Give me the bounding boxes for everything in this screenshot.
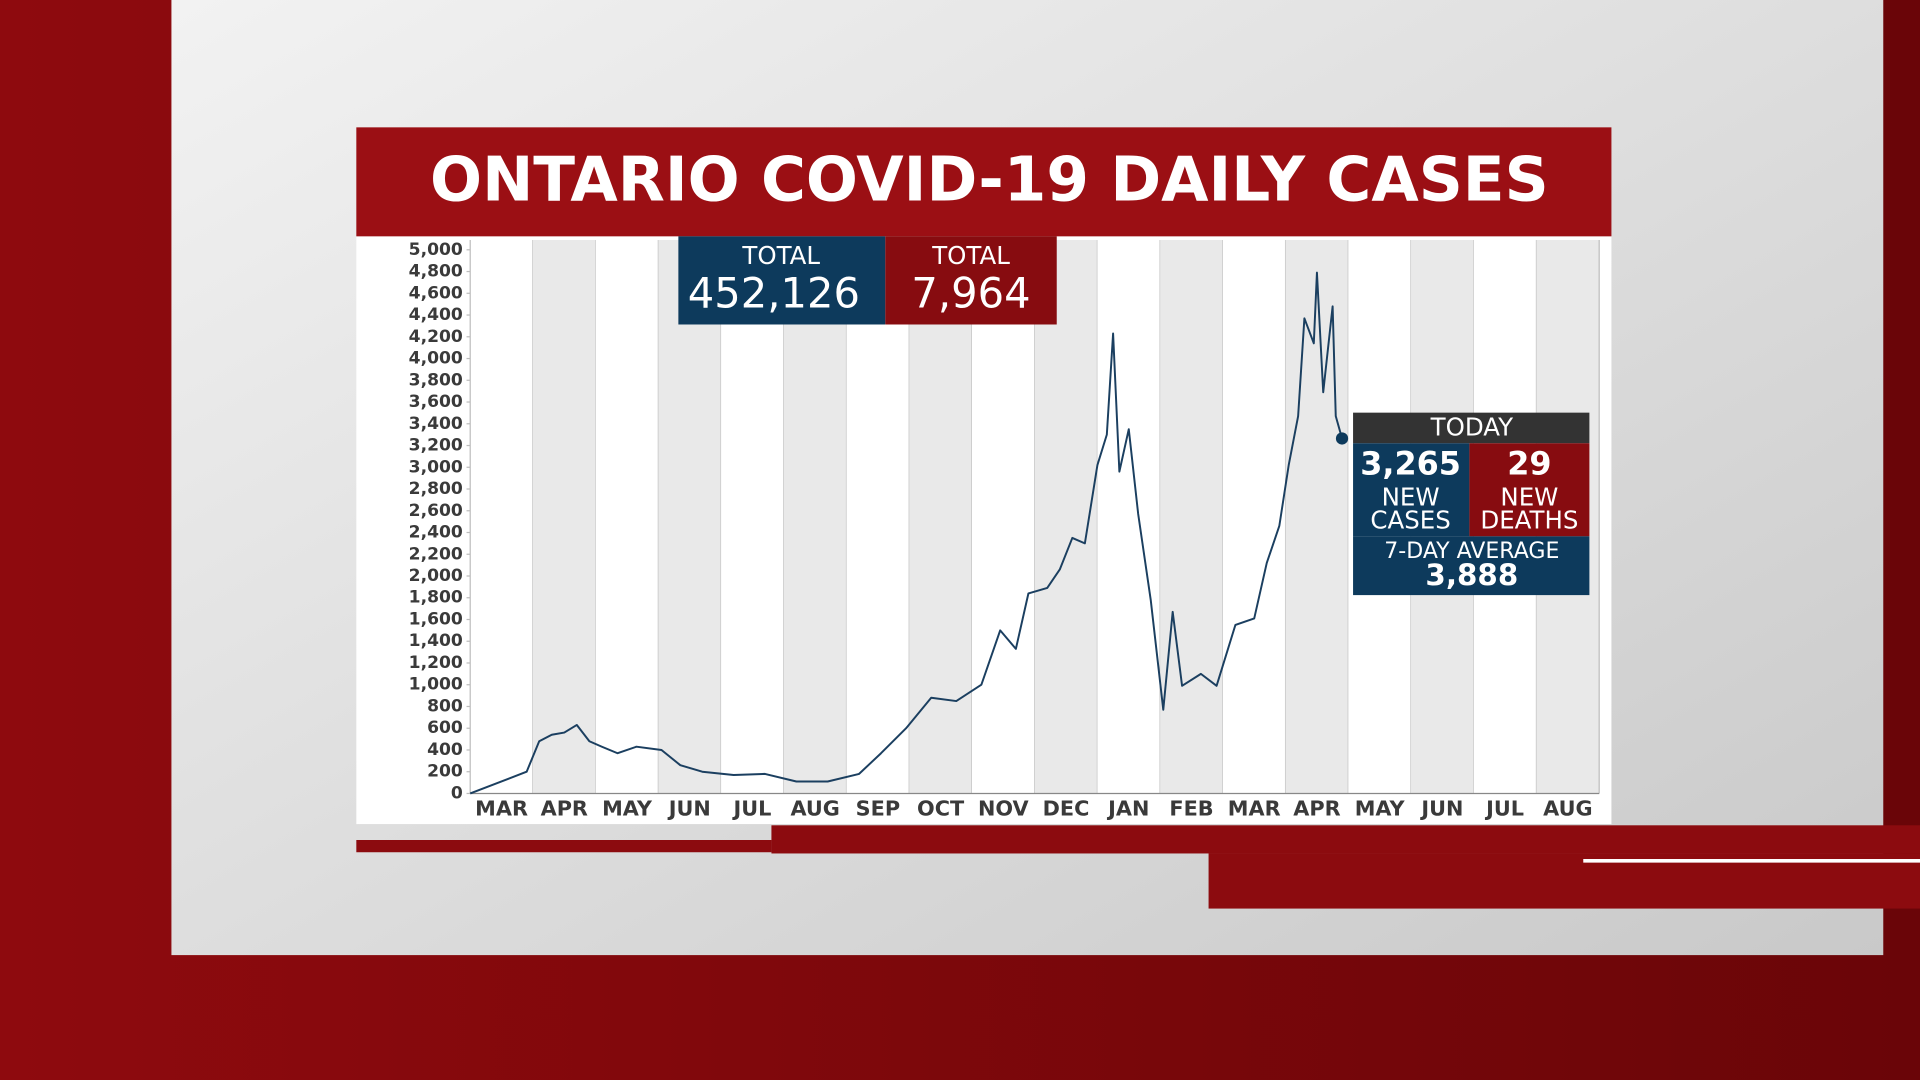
month-band <box>1222 240 1286 794</box>
y-tick-label: 2,600 <box>409 501 463 521</box>
stripe <box>356 840 772 853</box>
x-tick-label: MAR <box>475 796 528 820</box>
chart-title: ONTARIO COVID-19 DAILY CASES <box>430 144 1549 215</box>
month-band <box>909 240 972 794</box>
y-tick-label: 1,000 <box>409 675 463 695</box>
today-cases-box <box>1353 443 1470 537</box>
y-tick-label: 2,000 <box>409 566 463 586</box>
y-tick-label: 3,800 <box>409 370 463 390</box>
y-tick-label: 4,000 <box>409 349 463 369</box>
average-label: 7-DAY AVERAGE <box>1384 539 1559 564</box>
x-tick-label: AUG <box>790 796 839 820</box>
y-tick-label: 4,400 <box>409 305 463 325</box>
y-tick-label: 4,200 <box>409 327 463 347</box>
today-deaths-label: NEW <box>1500 482 1558 511</box>
x-tick-label: JUL <box>732 796 772 820</box>
total-value: 7,964 <box>911 268 1030 317</box>
y-tick-label: 4,600 <box>409 283 463 303</box>
month-band <box>783 240 847 794</box>
average-box <box>1353 536 1590 596</box>
today-header <box>1353 412 1590 444</box>
x-tick-label: MAY <box>602 796 653 820</box>
today-point <box>1335 432 1349 445</box>
today-deaths-label: DEATHS <box>1480 506 1578 535</box>
y-tick-label: 3,400 <box>409 414 463 434</box>
y-tick-label: 4,800 <box>409 262 463 282</box>
y-tick-label: 3,000 <box>409 457 463 477</box>
total-value: 452,126 <box>688 268 860 317</box>
y-tick-label: 1,600 <box>409 609 463 629</box>
x-tick-label: OCT <box>917 796 965 820</box>
y-tick-label: 1,800 <box>409 588 463 608</box>
title-bar <box>356 127 1612 237</box>
y-tick-label: 2,400 <box>409 523 463 543</box>
month-band <box>658 240 722 794</box>
x-tick-label: JAN <box>1106 796 1149 820</box>
x-tick-label: MAY <box>1355 796 1406 820</box>
month-band <box>971 240 1035 794</box>
y-tick-label: 1,200 <box>409 653 463 673</box>
y-tick-label: 0 <box>451 783 463 803</box>
info-boxes: TOTAL 452,126 TOTAL 7,964 TODAY 3,265 NE… <box>678 236 1590 596</box>
y-tick-label: 400 <box>427 740 463 760</box>
y-tick-label: 5,000 <box>409 240 463 260</box>
x-tick-label: APR <box>541 796 588 820</box>
month-band <box>1097 240 1161 794</box>
month-band <box>532 240 596 794</box>
y-tick-label: 800 <box>427 696 463 716</box>
today-cases-label: CASES <box>1370 506 1450 535</box>
x-tick-label: AUG <box>1543 796 1592 820</box>
x-tick-label: DEC <box>1043 796 1090 820</box>
plot: MAR APR MAY JUN JUL AUG SEP OCT NOV DEC JAN FEB MAR A… <box>409 240 1600 820</box>
total-label: TOTAL <box>741 241 820 270</box>
x-tick-label: JUL <box>1484 796 1524 820</box>
today-deaths-box <box>1469 443 1590 537</box>
x-tick-label: SEP <box>856 796 900 820</box>
y-tick-label: 2,200 <box>409 544 463 564</box>
y-tick-label: 3,200 <box>409 436 463 456</box>
month-band <box>846 240 910 794</box>
today-cases-label: NEW <box>1382 482 1440 511</box>
total-label: TOTAL <box>931 241 1010 270</box>
x-tick-label: JUN <box>667 796 711 820</box>
month-band <box>470 240 533 794</box>
today-cases: 3,265 <box>1360 444 1461 482</box>
x-tick-label: FEB <box>1169 796 1213 820</box>
y-tick-label: 200 <box>427 762 463 782</box>
month-band <box>1285 240 1349 794</box>
today-deaths: 29 <box>1507 444 1551 482</box>
y-tick-label: 3,600 <box>409 392 463 412</box>
x-tick-label: NOV <box>978 796 1029 820</box>
x-tick-label: JUN <box>1419 796 1463 820</box>
total-cases-box <box>678 236 886 325</box>
month-band <box>595 240 659 794</box>
month-band <box>1160 240 1223 794</box>
x-tick-label: APR <box>1293 796 1340 820</box>
today-title: TODAY <box>1430 413 1513 442</box>
stripe <box>771 825 1920 854</box>
month-band <box>721 240 784 794</box>
average-value: 3,888 <box>1425 558 1518 592</box>
total-deaths-box <box>885 236 1057 325</box>
case-line <box>469 271 1343 795</box>
month-band <box>1034 240 1098 794</box>
y-tick-label: 2,800 <box>409 479 463 499</box>
x-tick-label: MAR <box>1228 796 1281 820</box>
y-tick-label: 600 <box>427 718 463 738</box>
y-tick-label: 1,400 <box>409 631 463 651</box>
